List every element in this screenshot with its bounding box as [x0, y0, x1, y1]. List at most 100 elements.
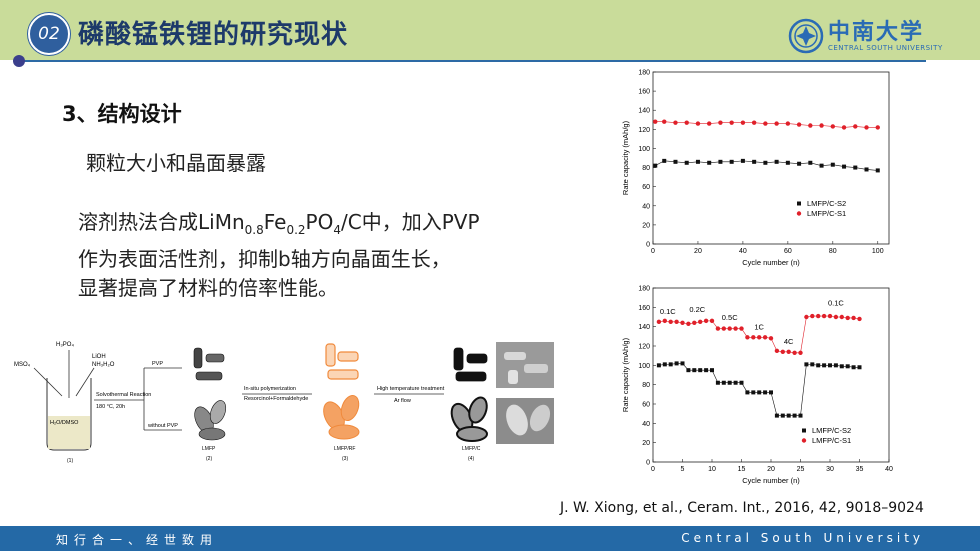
- data-point: [680, 320, 685, 325]
- y-tick-label: 100: [638, 146, 650, 153]
- y-tick-label: 100: [638, 363, 650, 370]
- x-tick-label: 0: [651, 248, 655, 255]
- scheme-label-4: (4): [468, 456, 474, 462]
- subheading: 颗粒大小和晶面暴露: [86, 151, 266, 175]
- y-tick-label: 120: [638, 344, 650, 351]
- x-tick-label: 15: [738, 466, 746, 473]
- scheme-polymerization: In-situ polymerization: [244, 386, 296, 392]
- data-point: [752, 159, 757, 164]
- data-point: [853, 124, 858, 129]
- data-point: [816, 313, 821, 319]
- y-axis-label: Rate capacity (mAh/g): [621, 337, 630, 412]
- header-band: [0, 0, 980, 60]
- data-point: [798, 350, 803, 355]
- data-point: [830, 162, 835, 167]
- data-point: [729, 120, 734, 125]
- data-point: [745, 335, 750, 340]
- data-point: [674, 319, 679, 325]
- data-point: [828, 363, 832, 368]
- scheme-lmfp-rf: LMFP/RF: [334, 446, 355, 452]
- legend-marker: [797, 201, 801, 206]
- scheme-lmfp: LMFP: [202, 446, 216, 452]
- rate-annotation: 1C: [754, 323, 764, 332]
- section-heading: 3、结构设计: [62, 102, 182, 126]
- scheme-solvent: H₂O/DMSO: [50, 420, 79, 426]
- legend-marker: [801, 438, 807, 443]
- data-point: [768, 336, 774, 341]
- x-tick-label: 20: [767, 466, 775, 473]
- data-point: [686, 368, 691, 373]
- lmfp-particles-pvp: [193, 347, 225, 381]
- data-point: [816, 363, 821, 368]
- data-point: [857, 365, 862, 370]
- data-point: [830, 124, 836, 129]
- y-tick-label: 120: [638, 127, 650, 134]
- footer-university: Central South University: [681, 531, 924, 545]
- data-point: [710, 368, 714, 373]
- legend-marker: [796, 211, 802, 216]
- scheme-reaction: Solvothermal Reaction: [96, 392, 151, 398]
- scheme-lmfp-c: LMFP/C: [462, 446, 481, 452]
- data-point: [695, 159, 700, 164]
- data-point: [822, 363, 827, 368]
- data-point: [774, 121, 779, 126]
- data-point: [727, 326, 732, 331]
- data-point: [875, 168, 880, 173]
- data-point: [674, 361, 679, 366]
- data-point: [662, 362, 667, 367]
- data-point: [833, 363, 838, 368]
- slide-title: 磷酸锰铁锂的研究现状: [78, 20, 349, 50]
- data-point: [819, 163, 824, 168]
- data-point: [845, 315, 850, 321]
- para-line-3: 显著提高了材料的倍率性能。: [78, 276, 338, 300]
- data-point: [745, 390, 750, 395]
- data-point: [792, 413, 797, 418]
- data-point: [739, 326, 744, 331]
- data-point: [707, 160, 712, 165]
- data-point: [715, 326, 721, 331]
- data-point: [757, 390, 762, 395]
- data-point: [718, 159, 723, 164]
- data-point: [706, 121, 712, 126]
- y-tick-label: 140: [638, 324, 650, 331]
- logo-chinese-name: 中南大学: [828, 19, 925, 45]
- y-tick-label: 160: [638, 305, 650, 312]
- data-point: [839, 364, 844, 369]
- data-point: [763, 121, 768, 126]
- y-tick-label: 60: [642, 402, 650, 409]
- data-point: [680, 361, 685, 366]
- para-line-1: 溶剂热法合成LiMn0.8Fe0.2PO4/C中，加入PVP: [78, 210, 480, 237]
- data-point: [797, 161, 802, 166]
- data-point: [792, 350, 797, 355]
- y-tick-label: 20: [642, 440, 650, 447]
- data-point: [833, 314, 839, 320]
- para-line-2: 作为表面活性剂，抑制b轴方向晶面生长，: [78, 247, 451, 271]
- y-tick-label: 180: [638, 70, 650, 77]
- data-point: [751, 390, 756, 395]
- data-point: [769, 390, 773, 395]
- data-point: [727, 380, 732, 385]
- y-tick-label: 40: [642, 421, 650, 428]
- data-point: [653, 163, 658, 168]
- scheme-h3po4: H₃PO₄: [56, 342, 74, 348]
- data-point: [668, 362, 673, 367]
- y-tick-label: 0: [646, 242, 650, 249]
- rate-annotation: 0.1C: [660, 307, 676, 316]
- data-point: [786, 349, 791, 354]
- series-line: [658, 315, 860, 354]
- data-point: [810, 362, 815, 367]
- rate-annotation: 4C: [784, 337, 794, 346]
- x-tick-label: 10: [708, 466, 716, 473]
- legend-label: LMFP/C-S2: [812, 426, 851, 435]
- data-point: [703, 318, 709, 324]
- logo-english-name: CENTRAL SOUTH UNIVERSITY: [828, 44, 943, 52]
- data-point: [733, 380, 738, 385]
- data-point: [864, 167, 869, 172]
- data-point: [695, 121, 701, 126]
- x-tick-label: 60: [784, 248, 792, 255]
- y-tick-label: 80: [642, 165, 650, 172]
- data-point: [804, 362, 809, 367]
- x-axis-label: Cycle number (n): [742, 476, 800, 485]
- data-point: [751, 335, 756, 340]
- university-logo: 中南大学 CENTRAL SOUTH UNIVERSITY: [788, 14, 942, 58]
